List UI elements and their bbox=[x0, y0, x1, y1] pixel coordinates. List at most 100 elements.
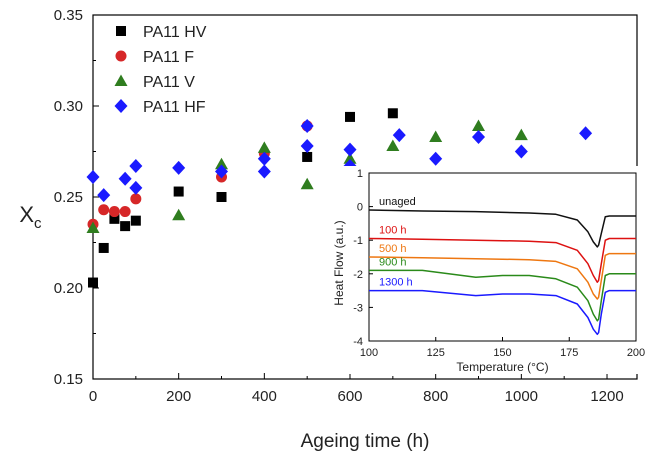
inset-x-tick-label: 125 bbox=[427, 347, 445, 359]
data-point bbox=[392, 128, 406, 143]
curve-label-500-h: 500 h bbox=[379, 243, 407, 255]
inset-y-tick-label: -3 bbox=[353, 302, 363, 314]
data-point bbox=[216, 192, 227, 202]
legend-marker bbox=[115, 50, 127, 62]
series-pa11-v bbox=[86, 119, 528, 233]
inset-y-axis-label: Heat Flow (a.u.) bbox=[332, 220, 346, 305]
data-point bbox=[579, 126, 593, 141]
legend-marker bbox=[114, 99, 128, 113]
inset-y-tick-label: -4 bbox=[353, 336, 363, 348]
svg-text:X: X bbox=[19, 202, 34, 227]
data-point bbox=[98, 204, 110, 216]
data-point bbox=[215, 164, 229, 179]
data-point bbox=[119, 206, 131, 218]
data-point bbox=[215, 157, 229, 170]
main-x-tick-label: 200 bbox=[166, 388, 191, 405]
data-point bbox=[300, 177, 314, 190]
data-point bbox=[130, 215, 141, 226]
main-x-tick-label: 1200 bbox=[590, 388, 623, 405]
legend-label: PA11 HV bbox=[143, 24, 207, 41]
data-point bbox=[300, 119, 314, 134]
main-y-tick-label: 0.30 bbox=[54, 98, 83, 115]
data-point bbox=[302, 151, 313, 162]
data-point bbox=[108, 206, 120, 218]
inset-x-axis-label: Temperature (°C) bbox=[456, 360, 548, 374]
main-y-tick-label: 0.20 bbox=[54, 280, 83, 297]
legend-marker bbox=[114, 74, 128, 86]
inset-y-tick-label: 1 bbox=[357, 168, 363, 180]
curve-100-h bbox=[368, 237, 636, 283]
data-point bbox=[472, 119, 486, 132]
data-point bbox=[429, 151, 443, 166]
legend-label: PA11 HF bbox=[143, 99, 206, 116]
data-point bbox=[514, 128, 528, 141]
svg-text:c: c bbox=[34, 215, 42, 232]
data-point bbox=[130, 193, 142, 205]
curve-label-unaged: unaged bbox=[379, 196, 416, 208]
data-point bbox=[429, 130, 443, 142]
data-point bbox=[98, 242, 109, 253]
inset-x-tick-label: 150 bbox=[493, 347, 511, 359]
data-point bbox=[173, 186, 184, 197]
data-point bbox=[300, 139, 314, 154]
data-point bbox=[120, 221, 131, 232]
curve-label-100-h: 100 h bbox=[379, 225, 407, 237]
data-point bbox=[88, 277, 98, 288]
data-point bbox=[514, 144, 528, 159]
data-point bbox=[86, 169, 100, 184]
data-point bbox=[129, 180, 143, 195]
data-point bbox=[257, 141, 271, 153]
main-x-tick-label: 1000 bbox=[505, 388, 538, 405]
data-point bbox=[257, 151, 271, 166]
data-point bbox=[257, 164, 271, 179]
data-point bbox=[172, 160, 186, 175]
legend-label: PA11 F bbox=[143, 49, 194, 66]
legend-marker bbox=[116, 26, 126, 36]
legend-item-pa11-hv: PA11 HV bbox=[116, 24, 207, 41]
main-x-tick-label: 800 bbox=[423, 388, 448, 405]
data-point bbox=[345, 111, 356, 122]
main-data-points bbox=[86, 108, 593, 288]
data-point bbox=[472, 129, 486, 144]
curve-label-1300-h: 1300 h bbox=[379, 277, 413, 289]
data-point bbox=[343, 142, 357, 157]
curve-label-900-h: 900 h bbox=[379, 256, 407, 268]
main-y-tick-label: 0.15 bbox=[54, 371, 83, 388]
main-x-tick-label: 0 bbox=[89, 388, 97, 405]
data-point bbox=[386, 139, 400, 152]
inset-y-tick-label: 0 bbox=[357, 202, 363, 214]
legend-item-pa11-f: PA11 F bbox=[115, 49, 194, 66]
inset-chart: 100 125 150 175 200 1 0 -1 -2 -3 -4 unaged 100 h 500… bbox=[322, 166, 645, 374]
curve-900-h bbox=[369, 269, 636, 322]
legend: PA11 HV PA11 F PA11 V PA11 HF bbox=[114, 24, 207, 116]
data-point bbox=[387, 108, 398, 119]
data-point bbox=[97, 188, 111, 203]
inset-y-tick-label: -1 bbox=[353, 235, 363, 247]
inset-x-tick-label: 175 bbox=[560, 347, 578, 359]
series-pa11-f bbox=[87, 120, 313, 230]
legend-label: PA11 V bbox=[143, 74, 195, 91]
data-point bbox=[118, 171, 132, 186]
inset-x-tick-label: 200 bbox=[627, 347, 645, 359]
inset-axes: 100 125 150 175 200 1 0 -1 -2 -3 -4 bbox=[353, 168, 645, 359]
series-pa11-hv bbox=[88, 108, 398, 288]
inset-y-tick-label: -2 bbox=[353, 269, 363, 281]
data-point bbox=[86, 221, 100, 233]
data-point bbox=[343, 152, 357, 164]
legend-item-pa11-hf: PA11 HF bbox=[114, 99, 206, 116]
curve-1300-h bbox=[369, 289, 636, 336]
data-point bbox=[109, 213, 120, 224]
main-x-tick-label: 600 bbox=[337, 388, 362, 405]
curve-unaged bbox=[368, 209, 636, 248]
data-point bbox=[129, 159, 143, 174]
main-chart: 0 200 400 600 800 1000 12000.150.200.250.300.3… bbox=[19, 7, 638, 452]
main-y-tick-label: 0.25 bbox=[54, 189, 83, 206]
main-y-tick-label: 0.35 bbox=[54, 7, 83, 24]
inset-x-tick-label: 100 bbox=[360, 347, 378, 359]
inset-curves bbox=[368, 209, 636, 336]
main-axes: 0 200 400 600 800 1000 12000.150.200.250.300.3… bbox=[54, 7, 624, 405]
legend-item-pa11-v: PA11 V bbox=[114, 74, 195, 91]
